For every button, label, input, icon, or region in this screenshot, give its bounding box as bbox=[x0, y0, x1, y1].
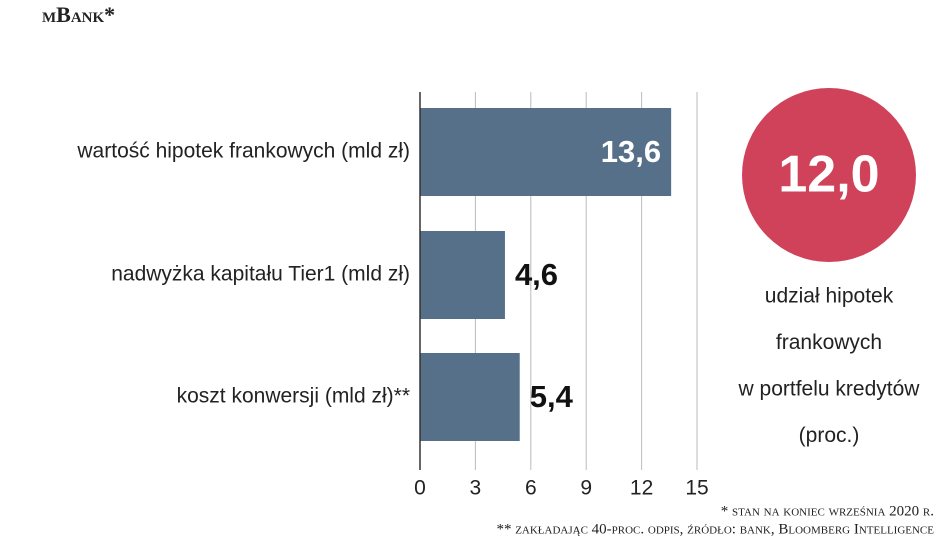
x-tick-label: 6 bbox=[525, 477, 537, 500]
category-label: wartość hipotek frankowych (mld zł) bbox=[76, 140, 410, 163]
highlight-caption: frankowych bbox=[776, 331, 882, 354]
highlight-caption: udział hipotek bbox=[765, 285, 894, 308]
highlight-value: 12,0 bbox=[778, 146, 879, 204]
bar bbox=[420, 353, 520, 441]
footnote: ** zakładając 40-proc. odpis, źródło: ba… bbox=[496, 521, 934, 537]
footnote: * stan na koniec września 2020 r. bbox=[721, 503, 934, 519]
x-tick-label: 12 bbox=[630, 477, 653, 500]
x-tick-label: 0 bbox=[414, 477, 426, 500]
bar bbox=[420, 231, 505, 319]
x-tick-label: 3 bbox=[470, 477, 482, 500]
highlight-caption: (proc.) bbox=[799, 424, 860, 447]
category-label: koszt konwersji (mld zł)** bbox=[177, 385, 410, 408]
x-tick-label: 9 bbox=[580, 477, 592, 500]
category-label: nadwyżka kapitału Tier1 (mld zł) bbox=[111, 263, 410, 286]
highlight-circle bbox=[742, 88, 916, 262]
bar bbox=[420, 108, 672, 196]
value-label: 4,6 bbox=[515, 257, 558, 292]
highlight-caption: w portfelu kredytów bbox=[738, 378, 921, 401]
x-tick-label: 15 bbox=[685, 477, 708, 500]
chart-title: mBank* bbox=[42, 2, 115, 27]
value-label: 13,6 bbox=[601, 134, 661, 169]
value-label: 5,4 bbox=[530, 379, 574, 414]
